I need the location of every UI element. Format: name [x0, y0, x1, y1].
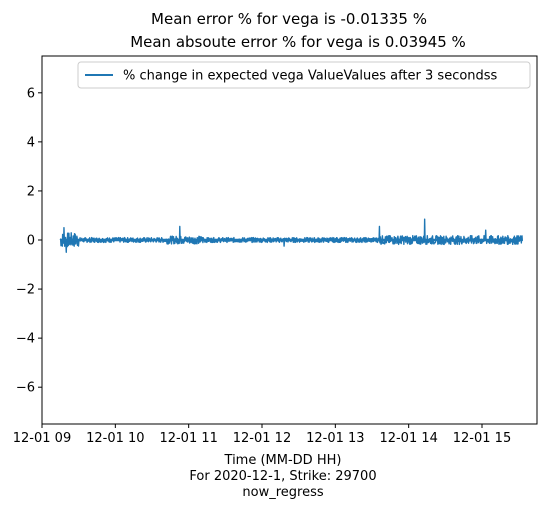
y-axis: −6 −4 −2 0 2 4 6	[16, 86, 42, 396]
x-axis-label-line: Time (MM-DD HH)	[224, 453, 342, 468]
x-tick-label: 12-01 12	[233, 431, 291, 446]
y-tick-label: 6	[27, 86, 35, 101]
y-tick-label: −2	[16, 283, 35, 298]
legend-label: % change in expected vega ValueValues af…	[123, 69, 498, 84]
legend: % change in expected vega ValueValues af…	[77, 61, 531, 89]
x-axis: 12-01 09 12-01 10 12-01 11 12-01 12 12-01 13…	[13, 424, 511, 446]
x-tick-label: 12-01 13	[306, 431, 364, 446]
chart-title-line: Mean error % for vega is -0.01335 %	[151, 10, 427, 28]
y-tick-label: −6	[16, 381, 35, 396]
y-tick-label: 4	[27, 135, 35, 150]
x-tick-label: 12-01 11	[159, 431, 217, 446]
legend-box	[77, 61, 531, 89]
series-layer	[59, 218, 524, 253]
x-axis-label-line: now_regress	[242, 485, 323, 500]
x-axis-label-line: For 2020-12-1, Strike: 29700	[189, 469, 376, 484]
series-line	[59, 218, 524, 253]
x-tick-label: 12-01 14	[379, 431, 437, 446]
x-tick-label: 12-01 10	[86, 431, 144, 446]
y-tick-label: 0	[27, 234, 35, 249]
y-tick-label: −4	[16, 332, 35, 347]
x-tick-label: 12-01 09	[13, 431, 71, 446]
y-tick-label: 2	[27, 184, 35, 199]
chart-title-line: Mean absoute error % for vega is 0.03945…	[130, 33, 466, 51]
x-tick-label: 12-01 15	[453, 431, 511, 446]
